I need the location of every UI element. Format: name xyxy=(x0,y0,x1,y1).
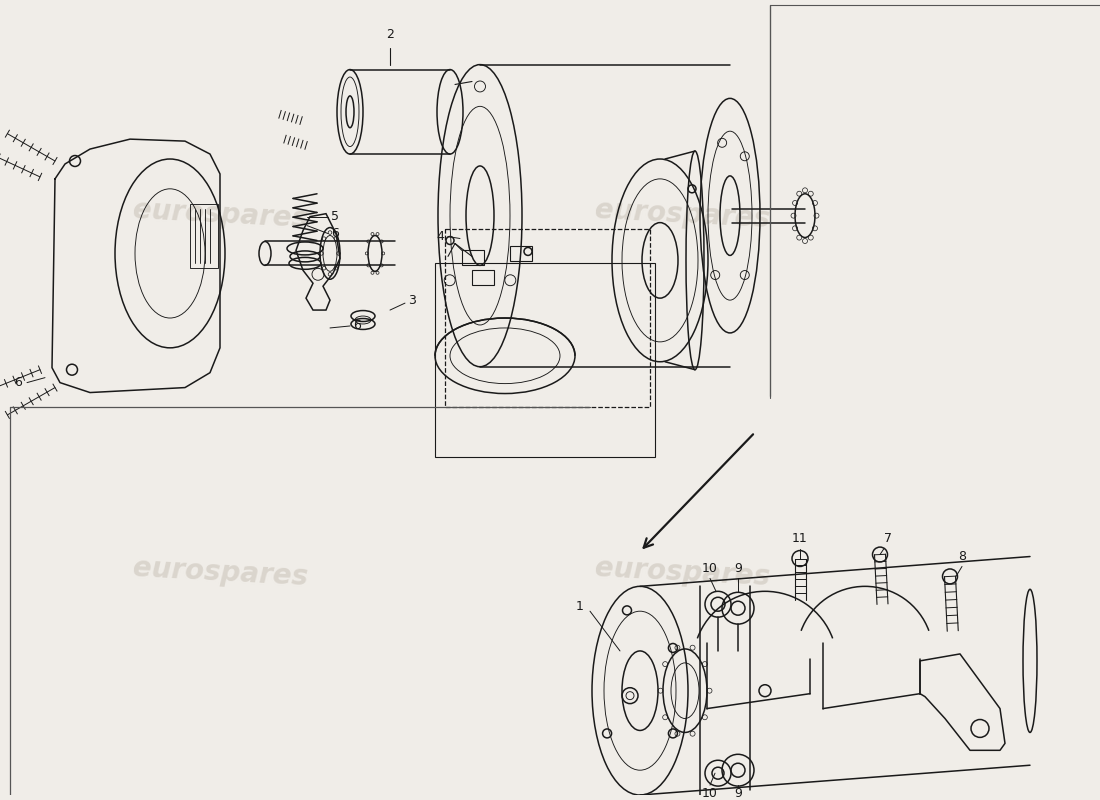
Bar xyxy=(510,246,532,262)
Text: 10: 10 xyxy=(702,562,718,575)
Text: eurospares: eurospares xyxy=(594,554,770,591)
Bar xyxy=(190,204,218,268)
Text: 5: 5 xyxy=(331,210,339,223)
Text: eurospares: eurospares xyxy=(132,196,308,234)
Text: 10: 10 xyxy=(702,786,718,799)
Text: 6: 6 xyxy=(331,227,339,240)
Text: 4: 4 xyxy=(436,230,444,243)
Text: eurospares: eurospares xyxy=(594,196,770,234)
Text: 3: 3 xyxy=(408,294,416,306)
Text: 2: 2 xyxy=(386,28,394,42)
Text: 9: 9 xyxy=(734,786,741,799)
Bar xyxy=(462,250,484,266)
Text: 9: 9 xyxy=(734,562,741,575)
Bar xyxy=(434,263,654,457)
Text: 7: 7 xyxy=(884,532,892,545)
Text: 8: 8 xyxy=(958,550,966,563)
Text: 11: 11 xyxy=(792,532,807,545)
Bar xyxy=(446,229,650,407)
Text: 6: 6 xyxy=(353,319,361,333)
Text: 1: 1 xyxy=(576,600,584,613)
Bar xyxy=(472,270,494,286)
Text: eurospares: eurospares xyxy=(132,554,308,591)
Text: 6: 6 xyxy=(14,376,22,389)
